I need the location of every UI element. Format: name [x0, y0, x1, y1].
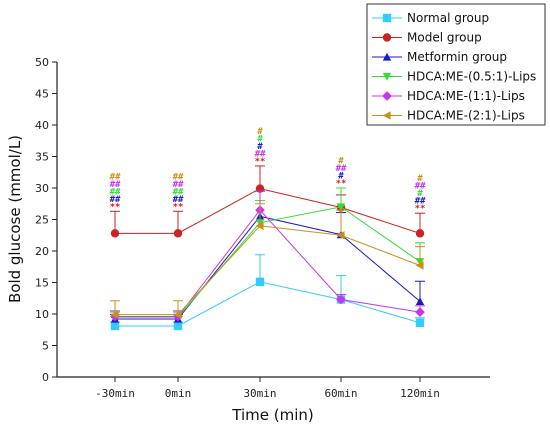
significance-mark: ##	[110, 187, 121, 197]
series-6	[110, 203, 425, 319]
significance-mark: **	[415, 204, 426, 214]
legend-label: Normal group	[407, 11, 489, 25]
significance-mark: #	[257, 142, 263, 152]
y-tick-label: 30	[35, 182, 49, 195]
significance-mark: ##	[173, 187, 184, 197]
legend-label: Metformin group	[407, 50, 507, 64]
y-tick-label: 40	[35, 119, 49, 132]
x-tick-label: 0min	[165, 387, 192, 400]
legend-marker	[382, 111, 391, 120]
legend-item: Normal group	[372, 11, 489, 25]
x-tick-label: 30min	[243, 387, 276, 400]
x-tick-label: 60min	[324, 387, 357, 400]
y-tick-label: 10	[35, 308, 49, 321]
legend-item: Model group	[372, 31, 482, 45]
legend-marker	[382, 72, 392, 81]
significance-mark: #	[338, 157, 344, 167]
data-point	[336, 294, 346, 305]
data-point	[336, 203, 346, 212]
significance-mark: **	[336, 179, 347, 189]
data-point	[255, 221, 264, 230]
significance-mark: ##	[336, 164, 347, 174]
significance-mark: ##	[173, 180, 184, 190]
legend-label: Model group	[407, 31, 482, 45]
y-tick-label: 35	[35, 151, 49, 164]
data-point	[415, 229, 425, 238]
legend-label: HDCA:ME-(0.5:1)-Lips	[407, 70, 536, 84]
legend-marker	[382, 52, 392, 61]
significance-mark: ##	[255, 149, 266, 159]
x-tick-label: -30min	[95, 387, 135, 400]
legend-item: HDCA:ME-(1:1)-Lips	[372, 89, 525, 103]
series-3	[110, 190, 425, 323]
y-tick-label: 45	[35, 88, 49, 101]
significance-mark: ##	[110, 172, 121, 182]
legend-marker	[382, 33, 392, 42]
series-layer	[110, 165, 425, 331]
significance-mark: ##	[110, 180, 121, 190]
legend-item: HDCA:ME-(0.5:1)-Lips	[372, 70, 536, 84]
significance-mark: #	[257, 127, 263, 137]
y-tick-label: 25	[35, 214, 49, 227]
significance-mark: **	[173, 202, 184, 212]
data-point	[336, 231, 345, 240]
significance-mark: #	[257, 134, 263, 144]
significance-mark: #	[338, 172, 344, 182]
legend-box	[366, 3, 546, 126]
significance-mark: **	[110, 202, 121, 212]
y-tick-label: 15	[35, 277, 49, 290]
x-axis-ticks: -30min 0min 30min 60min 120min	[95, 377, 440, 400]
legend-label: HDCA:ME-(1:1)-Lips	[407, 89, 525, 103]
significance-mark: ##	[173, 195, 184, 205]
data-point	[173, 321, 183, 331]
y-tick-label: 20	[35, 245, 49, 258]
y-axis-title: Bold glucose (mmol/L)	[6, 135, 24, 303]
x-tick-label: 120min	[400, 387, 440, 400]
data-point	[110, 229, 120, 238]
y-axis-ticks: 0 5 10 15 20 25 30 35 40 45 50	[35, 56, 57, 384]
data-point	[415, 297, 425, 305]
significance-mark: #	[417, 189, 423, 199]
series-line	[115, 225, 421, 316]
data-point	[173, 229, 183, 238]
data-point	[110, 321, 120, 331]
significance-mark: ##	[415, 197, 426, 207]
legend-marker	[382, 13, 392, 23]
legend-label: HDCA:ME-(2:1)-Lips	[407, 109, 525, 123]
legend-marker	[382, 91, 392, 101]
y-tick-label: 5	[42, 340, 49, 353]
legend-item: Metformin group	[372, 50, 507, 64]
y-tick-label: 50	[35, 56, 49, 69]
series-line	[115, 206, 421, 318]
significance-mark: ##	[415, 182, 426, 192]
data-point	[415, 307, 425, 317]
data-point	[415, 261, 424, 270]
data-point	[173, 310, 182, 319]
data-point	[255, 277, 265, 287]
y-tick-label: 0	[42, 371, 49, 384]
data-point	[415, 318, 425, 328]
x-axis-title: Time (min)	[231, 406, 313, 424]
series-5	[110, 190, 425, 322]
significance-annotations: ########**########**#####** ####** ######*…	[110, 127, 426, 214]
significance-mark: #	[417, 174, 423, 184]
series-line	[115, 215, 421, 320]
legend: Normal group Model group Metformin group HD…	[366, 3, 546, 126]
data-point	[110, 310, 119, 319]
significance-mark: ##	[110, 195, 121, 205]
legend-item: HDCA:ME-(2:1)-Lips	[372, 109, 525, 123]
significance-mark: ##	[173, 172, 184, 182]
series-4	[110, 187, 425, 322]
significance-mark: **	[255, 157, 266, 167]
